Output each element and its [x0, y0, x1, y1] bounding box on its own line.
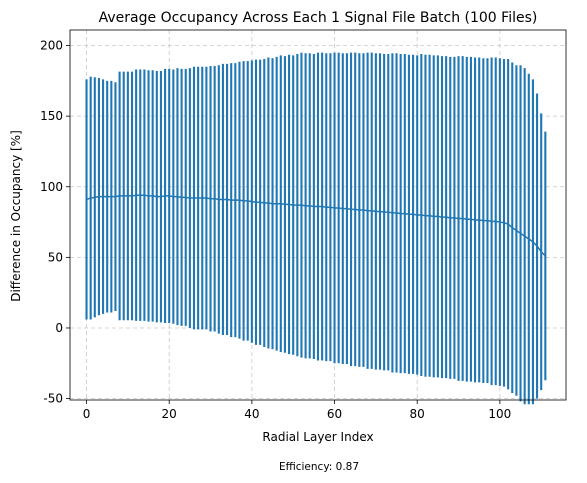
plot-frame — [69, 29, 567, 401]
y-axis-ticks: -50 0 50 100 150 200 — [40, 39, 70, 406]
x-axis-title: Radial Layer Index — [262, 430, 373, 444]
x-tick-label: 80 — [410, 407, 425, 421]
mean-line — [86, 194, 546, 257]
errorbar-marks — [85, 52, 547, 405]
x-tick-label: 60 — [327, 407, 342, 421]
chart-title: Average Occupancy Across Each 1 Signal F… — [99, 10, 538, 26]
y-tick-label: 200 — [40, 39, 63, 53]
y-tick-label: 0 — [55, 321, 63, 335]
y-tick-label: 150 — [40, 109, 63, 123]
x-tick-label: 0 — [83, 407, 91, 421]
y-tick-label: 50 — [48, 250, 63, 264]
x-tick-label: 40 — [244, 407, 259, 421]
y-axis-title: Difference in Occupancy [%] — [9, 130, 23, 302]
x-tick-label: 20 — [162, 407, 177, 421]
x-axis-ticks: 0 20 40 60 80 100 — [83, 400, 511, 421]
y-tick-label: -50 — [43, 392, 63, 406]
y-tick-label: 100 — [40, 180, 63, 194]
x-tick-label: 100 — [488, 407, 511, 421]
efficiency-footnote: Efficiency: 0.87 — [279, 461, 359, 473]
